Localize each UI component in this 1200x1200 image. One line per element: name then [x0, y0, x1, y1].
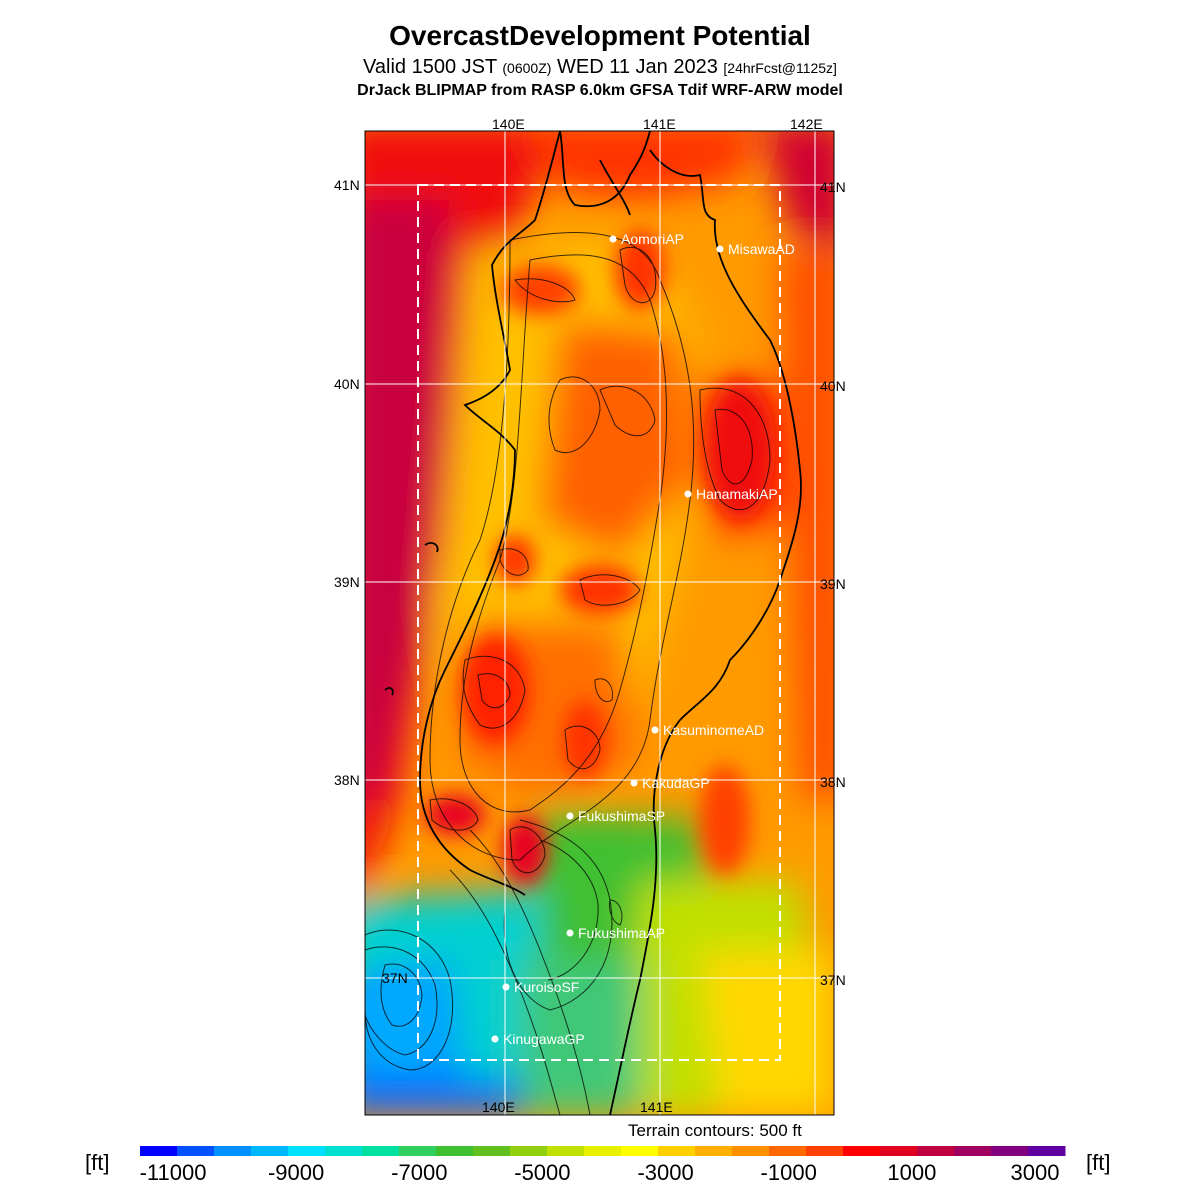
colorbar-tick-label: -11000: [140, 1160, 207, 1185]
forecast-info: [24hrFcst@1125z]: [723, 60, 837, 76]
station-label: KuroisoSF: [514, 979, 579, 995]
lon-label-top-142e: 142E: [790, 116, 823, 132]
lat-label-left-38n: 38N: [334, 772, 360, 788]
chart-title: OvercastDevelopment Potential: [389, 20, 811, 51]
lat-label-right-37n: 37N: [820, 972, 846, 988]
colorbar-tick-label: 3000: [1011, 1160, 1060, 1185]
station-fukushimasp[interactable]: FukushimaSP: [566, 808, 666, 824]
station-label: FukushimaAP: [578, 925, 665, 941]
lat-label-left-41n: 41N: [334, 177, 360, 193]
colorbar-swatch: [880, 1146, 918, 1156]
station-marker: [502, 983, 510, 991]
colorbar-swatch: [251, 1146, 289, 1156]
colorbar-tick-label: -3000: [637, 1160, 693, 1185]
color-field: [365, 131, 834, 1115]
colorbar-swatch: [695, 1146, 733, 1156]
lat-label-left-39n: 39N: [334, 574, 360, 590]
colorbar: [140, 1146, 1066, 1156]
colorbar-tick-label: -5000: [514, 1160, 570, 1185]
station-marker: [651, 726, 659, 734]
colorbar-swatch: [288, 1146, 326, 1156]
lat-label-left-40n: 40N: [334, 376, 360, 392]
colorbar-tick-label: -7000: [391, 1160, 447, 1185]
colorbar-swatch: [325, 1146, 363, 1156]
colorbar-swatch: [621, 1146, 659, 1156]
colorbar-swatch: [1028, 1146, 1066, 1156]
station-aomoriap[interactable]: AomoriAP: [609, 231, 685, 247]
lat-label-right-41n: 41N: [820, 179, 846, 195]
colorbar-swatch: [658, 1146, 696, 1156]
valid-time: Valid 1500 JST: [363, 56, 497, 78]
colorbar-tick-labels: -11000 -9000 -7000 -5000 -3000 -1000 1000 3000: [140, 1160, 1060, 1185]
station-misawaad[interactable]: MisawaAD: [716, 241, 795, 257]
stations-layer: AomoriAP MisawaAD HanamakiAP KasuminomeA…: [491, 231, 795, 1047]
station-label: MisawaAD: [728, 241, 795, 257]
station-fukushimaap[interactable]: FukushimaAP: [566, 925, 666, 941]
coastline: [384, 131, 802, 1115]
lon-label-bottom-141e: 141E: [640, 1099, 673, 1115]
colorbar-swatch: [769, 1146, 807, 1156]
colorbar-swatch: [547, 1146, 585, 1156]
colorbar-tick-label: -9000: [268, 1160, 324, 1185]
station-label: KakudaGP: [642, 775, 710, 791]
station-label: KinugawaGP: [503, 1031, 585, 1047]
colorbar-unit-right: [ft]: [1086, 1150, 1111, 1175]
colorbar-swatch: [140, 1146, 178, 1156]
terrain-contours: [365, 231, 771, 1115]
lon-label-top-141e: 141E: [643, 116, 676, 132]
station-label: KasuminomeAD: [663, 722, 764, 738]
colorbar-swatch: [399, 1146, 437, 1156]
lat-label-right-38n: 38N: [820, 774, 846, 790]
colorbar-tick-label: 1000: [887, 1160, 936, 1185]
colorbar-swatch: [991, 1146, 1029, 1156]
lat-label-right-40n: 40N: [820, 378, 846, 394]
colorbar-swatch: [843, 1146, 881, 1156]
station-label: FukushimaSP: [578, 808, 665, 824]
colorbar-swatch: [177, 1146, 215, 1156]
colorbar-swatch: [732, 1146, 770, 1156]
station-marker: [630, 779, 638, 787]
lat-label-right-39n: 39N: [820, 576, 846, 592]
station-marker: [609, 235, 617, 243]
terrain-contour-note: Terrain contours: 500 ft: [628, 1121, 802, 1140]
colorbar-swatch: [954, 1146, 992, 1156]
colorbar-swatch: [584, 1146, 622, 1156]
colorbar-unit-left: [ft]: [85, 1150, 110, 1175]
station-hanamakiap[interactable]: HanamakiAP: [684, 486, 778, 502]
colorbar-tick-label: -1000: [761, 1160, 817, 1185]
station-kasuminomead[interactable]: KasuminomeAD: [651, 722, 765, 738]
station-marker: [684, 490, 692, 498]
colorbar-swatch: [362, 1146, 400, 1156]
colorbar-swatch: [917, 1146, 955, 1156]
colorbar-swatch: [436, 1146, 474, 1156]
station-marker: [716, 245, 724, 253]
colorbar-swatch: [473, 1146, 511, 1156]
station-label: HanamakiAP: [696, 486, 778, 502]
valid-date: WED 11 Jan 2023: [556, 56, 718, 78]
inner-domain-box: [417, 184, 781, 1061]
chart-subtitle: Valid 1500 JST (0600Z) WED 11 Jan 2023 […: [0, 56, 1200, 79]
colorbar-swatch: [214, 1146, 252, 1156]
utc-time: (0600Z): [502, 60, 552, 76]
station-kakudagp[interactable]: KakudaGP: [630, 775, 710, 791]
station-label: AomoriAP: [621, 231, 684, 247]
lon-label-bottom-140e: 140E: [482, 1099, 515, 1115]
model-description: DrJack BLIPMAP from RASP 6.0km GFSA Tdif…: [357, 82, 843, 99]
station-kuroisosf[interactable]: KuroisoSF: [502, 979, 580, 995]
station-marker: [566, 812, 574, 820]
station-marker: [566, 929, 574, 937]
station-marker: [491, 1035, 499, 1043]
station-kinugawagp[interactable]: KinugawaGP: [491, 1031, 585, 1047]
lat-label-left-37n: 37N: [382, 970, 408, 986]
colorbar-swatch: [510, 1146, 548, 1156]
colorbar-swatch: [806, 1146, 844, 1156]
lon-label-top-140e: 140E: [492, 116, 525, 132]
plot-border: [364, 130, 835, 1116]
